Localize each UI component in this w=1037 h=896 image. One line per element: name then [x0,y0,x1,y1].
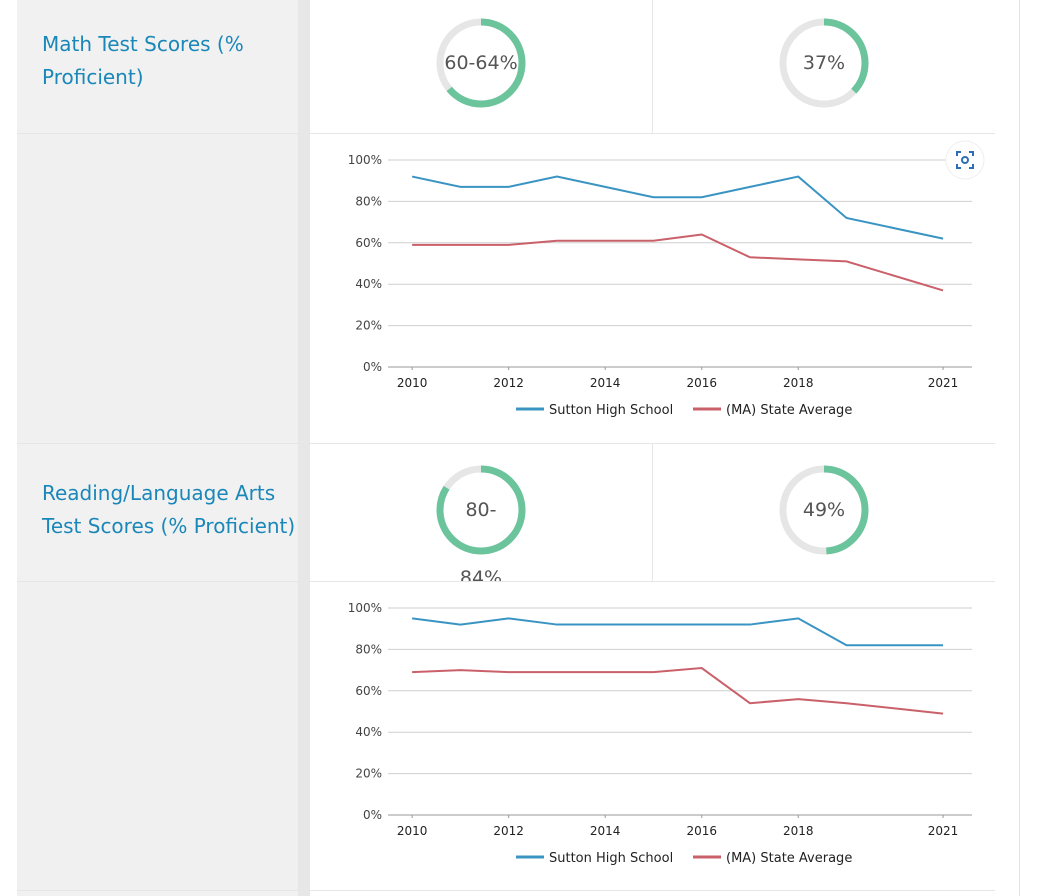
line-chart: 0% 20% 40% 60% 80% 100% 2010 2012 2014 2016 2018 20… [348,140,985,418]
label-cell [17,443,298,581]
x-tick-label: 2021 [928,824,959,838]
y-tick-label: 20% [355,319,382,333]
gauge [779,18,869,108]
gauge-label: 49% [802,499,846,521]
divider [298,0,310,896]
gauge [436,465,526,555]
gauge [779,465,869,555]
label-cell [17,581,298,891]
x-tick-label: 2018 [783,376,814,390]
y-tick-label: 40% [355,277,382,291]
gauge-label: 60-64% [444,52,518,74]
series-line [412,667,944,715]
y-tick-label: 40% [355,725,382,739]
row-border [17,133,995,134]
x-tick-label: 2010 [397,376,428,390]
x-tick-label: 2014 [590,376,621,390]
legend-label: (MA) State Average [726,851,852,866]
gauge-arc [436,465,526,555]
gauge-cell: 49% [653,443,995,581]
gauge-label: 37% [802,52,846,74]
label-cell [17,891,298,896]
expand-button[interactable] [945,140,985,180]
line-chart: 0% 20% 40% 60% 80% 100% 2010 2012 2014 2016 2018 20… [348,601,972,866]
y-tick-label: 100% [348,153,382,167]
x-tick-label: 2012 [493,824,524,838]
divider [1019,0,1020,896]
y-tick-label: 100% [348,601,382,615]
gauge-label: 80-84% [459,499,503,581]
y-tick-label: 0% [363,808,382,822]
gauge-arc [779,18,869,108]
y-tick-label: 60% [355,236,382,250]
cell-border [652,443,653,581]
legend-label: Sutton High School [549,403,673,418]
series-line [411,175,944,240]
row-title: Math Test Scores (% Proficient) [42,32,244,89]
x-tick-label: 2016 [686,824,717,838]
x-tick-label: 2012 [493,376,524,390]
y-tick-label: 80% [355,642,382,656]
x-tick-label: 2016 [686,376,717,390]
button-bg [945,140,985,180]
x-tick-label: 2010 [397,824,428,838]
gauge [436,18,526,108]
row-title: Reading/Language Arts Test Scores (% Pro… [42,481,296,538]
button-icon [961,156,969,164]
cell-border [652,0,653,133]
y-tick-label: 20% [355,767,382,781]
y-tick-label: 80% [355,194,382,208]
x-tick-label: 2014 [590,824,621,838]
label-cell [17,133,298,443]
gauge-cell: 37% [653,0,995,133]
series-line [412,233,944,292]
gauge-arc [779,465,869,555]
button-icon [956,151,974,169]
row-border [17,581,995,582]
label-cell [17,0,298,133]
legend-label: Sutton High School [549,851,673,866]
series-line [412,617,944,647]
legend-label: (MA) State Average [726,403,852,418]
row-border [17,443,995,444]
y-tick-label: 60% [355,684,382,698]
x-tick-label: 2018 [783,824,814,838]
gauge-cell: 60-64% [310,0,652,133]
gauge-arc [436,18,526,108]
y-tick-label: 0% [363,360,382,374]
row-border [17,890,995,891]
gauge-cell: 80-84% [310,443,652,581]
x-tick-label: 2021 [928,376,959,390]
